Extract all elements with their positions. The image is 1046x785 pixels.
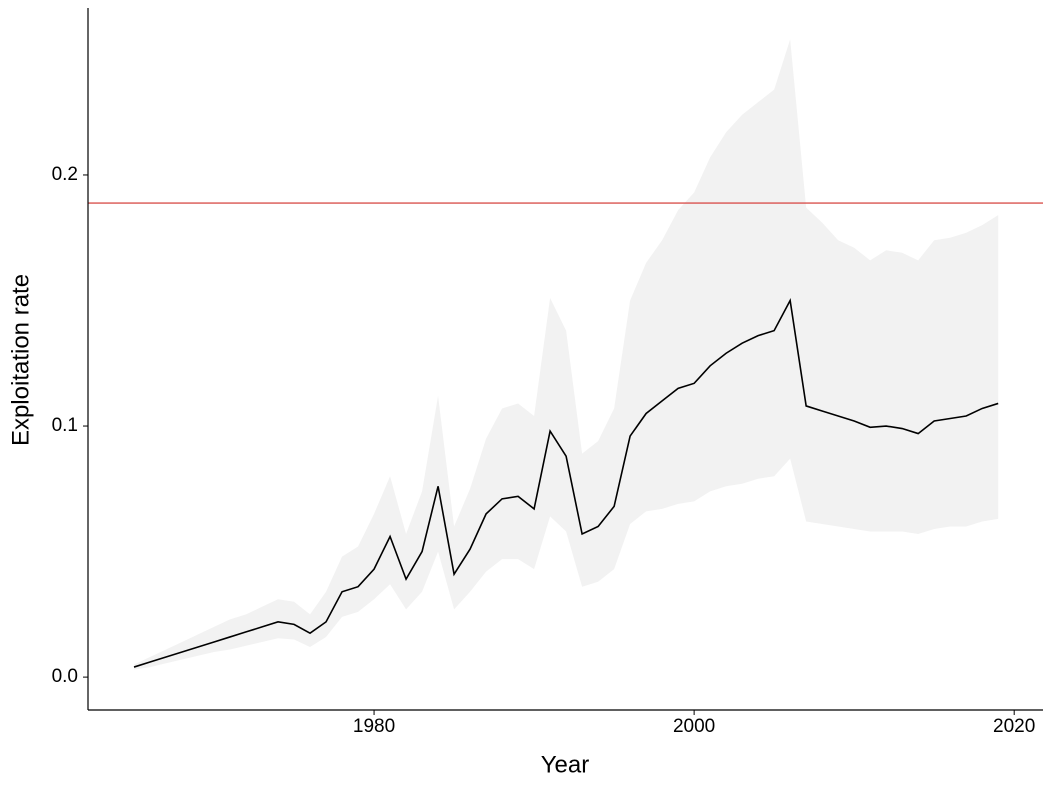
y-tick-label: 0.1 bbox=[52, 415, 78, 436]
y-tick-label: 0.2 bbox=[52, 164, 78, 185]
x-tick-label: 1980 bbox=[353, 716, 395, 737]
y-tick-label: 0.0 bbox=[52, 666, 78, 687]
x-axis-title: Year bbox=[541, 751, 590, 778]
x-tick-label: 2000 bbox=[673, 716, 715, 737]
confidence-band bbox=[134, 39, 999, 670]
x-tick-label: 2020 bbox=[993, 716, 1035, 737]
data-line bbox=[133, 297, 999, 668]
y-axis-title: Exploitation rate bbox=[7, 274, 34, 446]
